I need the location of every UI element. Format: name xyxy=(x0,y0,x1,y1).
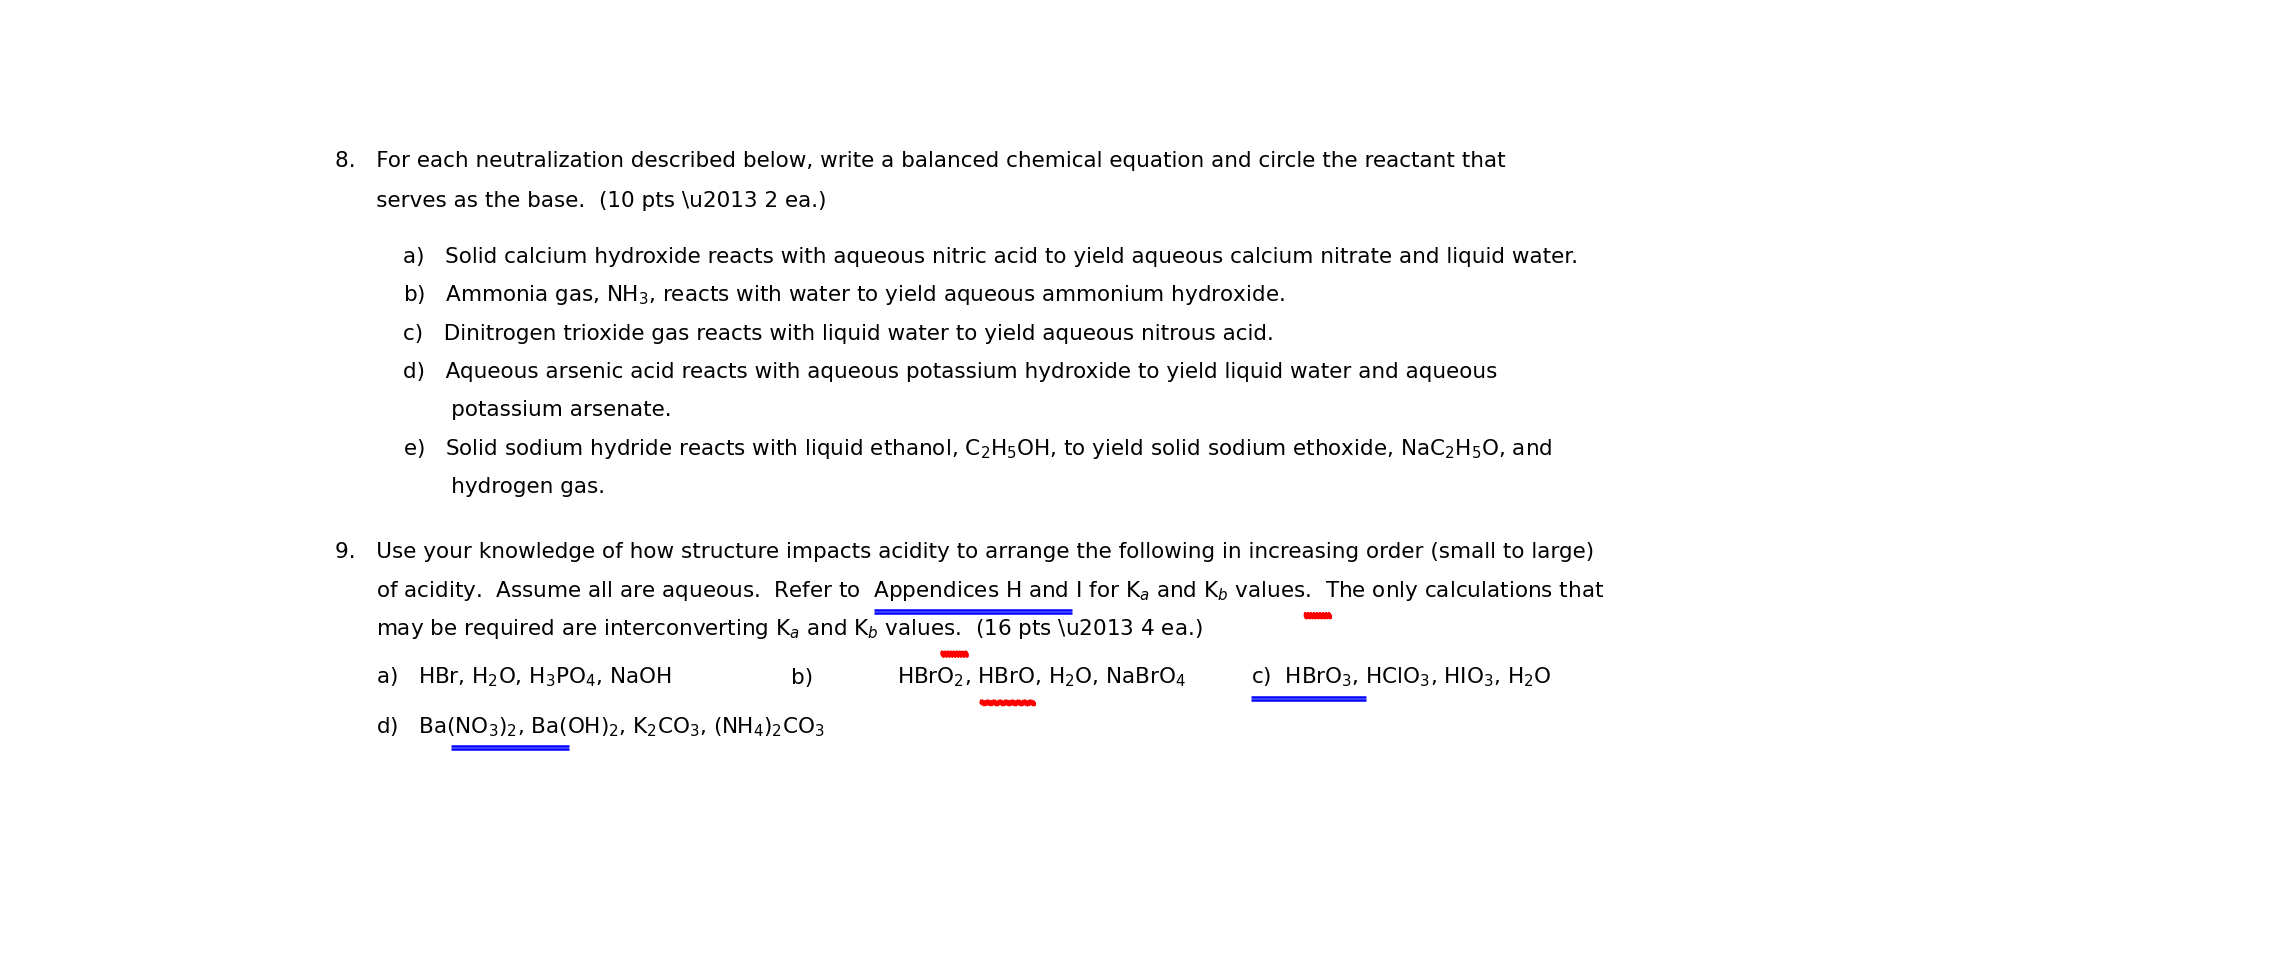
Text: c)   Dinitrogen trioxide gas reacts with liquid water to yield aqueous nitrous a: c) Dinitrogen trioxide gas reacts with l… xyxy=(402,323,1273,343)
Text: serves as the base.  (10 pts \u2013 2 ea.): serves as the base. (10 pts \u2013 2 ea.… xyxy=(336,192,828,211)
Text: potassium arsenate.: potassium arsenate. xyxy=(402,400,672,420)
Text: b): b) xyxy=(791,667,814,688)
Text: 9.   Use your knowledge of how structure impacts acidity to arrange the followin: 9. Use your knowledge of how structure i… xyxy=(336,542,1593,562)
Text: b)   Ammonia gas, NH$_3$, reacts with water to yield aqueous ammonium hydroxide.: b) Ammonia gas, NH$_3$, reacts with wate… xyxy=(402,283,1285,307)
Text: hydrogen gas.: hydrogen gas. xyxy=(402,478,606,497)
Text: of acidity.  Assume all are aqueous.  Refer to  Appendices H and I for K$_a$ and: of acidity. Assume all are aqueous. Refe… xyxy=(336,578,1605,602)
Text: 8.   For each neutralization described below, write a balanced chemical equation: 8. For each neutralization described bel… xyxy=(336,151,1506,171)
Text: d)   Aqueous arsenic acid reacts with aqueous potassium hydroxide to yield liqui: d) Aqueous arsenic acid reacts with aque… xyxy=(402,362,1497,382)
Text: e)   Solid sodium hydride reacts with liquid ethanol, C$_2$H$_5$OH, to yield sol: e) Solid sodium hydride reacts with liqu… xyxy=(402,436,1552,460)
Text: a)   Solid calcium hydroxide reacts with aqueous nitric acid to yield aqueous ca: a) Solid calcium hydroxide reacts with a… xyxy=(402,246,1577,267)
Text: a)   HBr, H$_2$O, H$_3$PO$_4$, NaOH: a) HBr, H$_2$O, H$_3$PO$_4$, NaOH xyxy=(336,666,672,690)
Text: d)   Ba(NO$_3$)$_2$, Ba(OH)$_2$, K$_2$CO$_3$, (NH$_4$)$_2$CO$_3$: d) Ba(NO$_3$)$_2$, Ba(OH)$_2$, K$_2$CO$_… xyxy=(336,715,825,738)
Text: may be required are interconverting K$_a$ and K$_b$ values.  (16 pts \u2013 4 ea: may be required are interconverting K$_a… xyxy=(336,617,1202,641)
Text: HBrO$_2$, HBrO, H$_2$O, NaBrO$_4$: HBrO$_2$, HBrO, H$_2$O, NaBrO$_4$ xyxy=(896,666,1186,690)
Text: c)  HBrO$_3$, HClO$_3$, HIO$_3$, H$_2$O: c) HBrO$_3$, HClO$_3$, HIO$_3$, H$_2$O xyxy=(1250,666,1552,690)
